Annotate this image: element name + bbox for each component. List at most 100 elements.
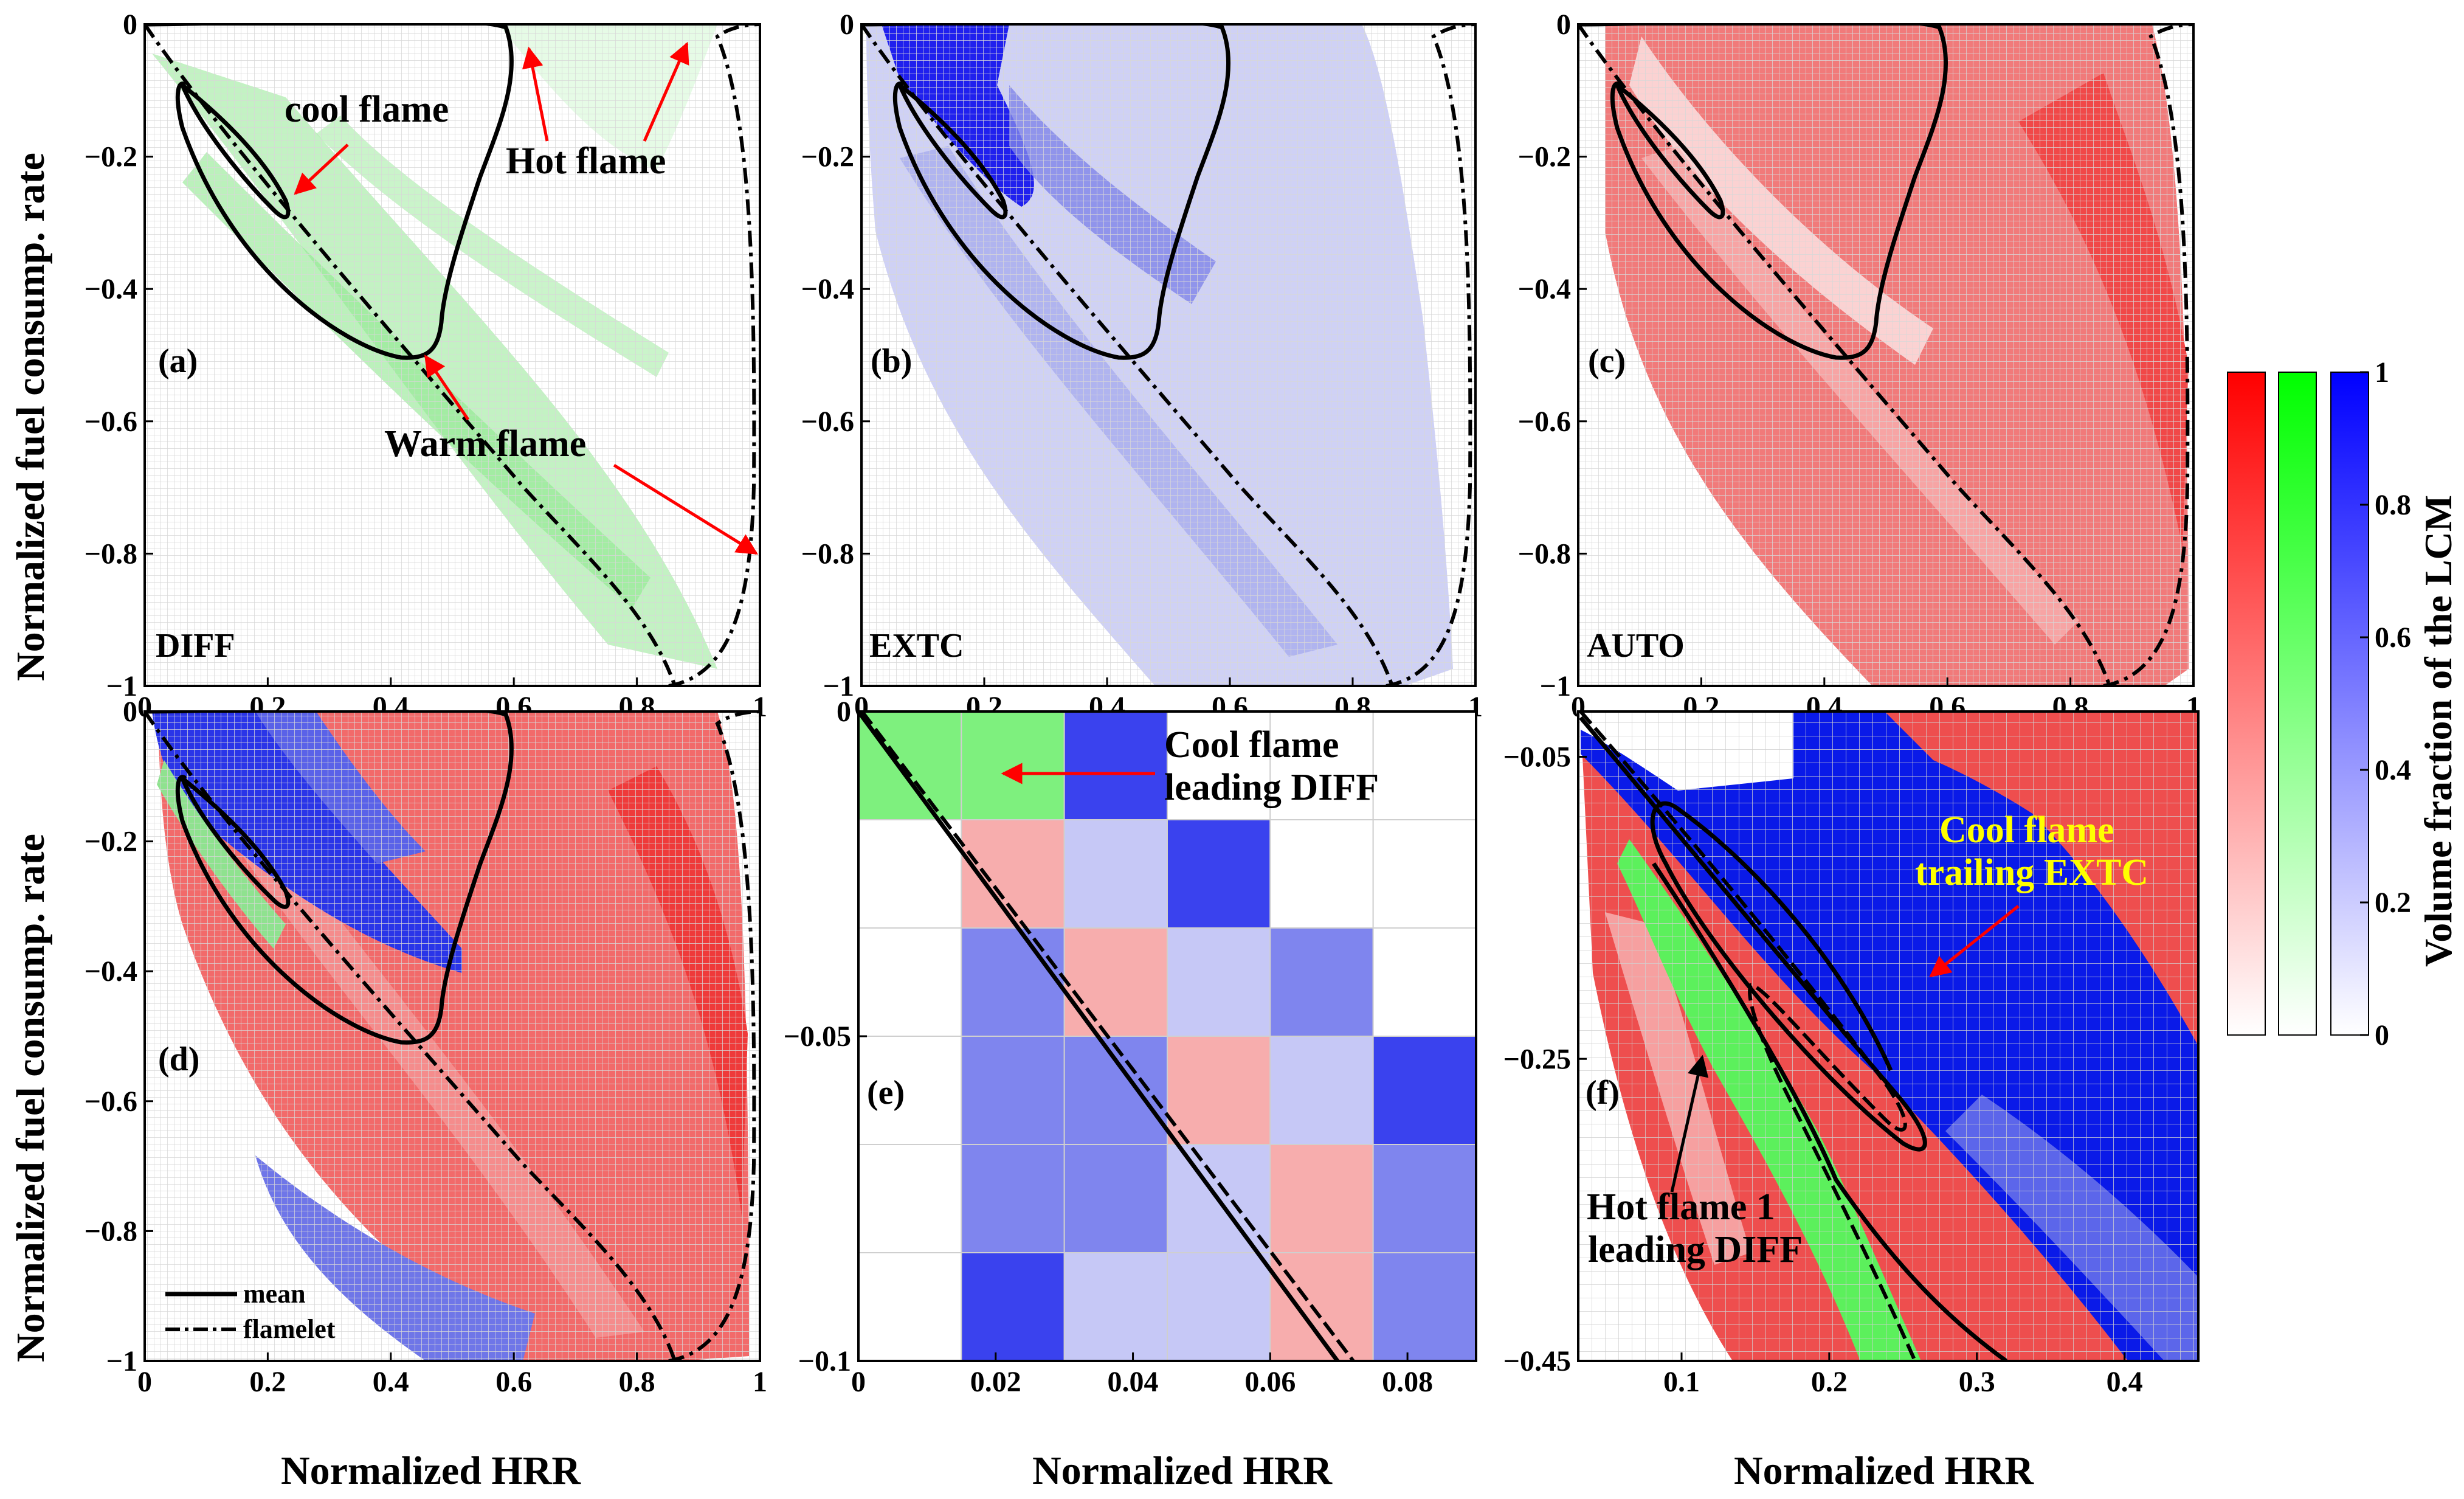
ytick-label-f-1: −0.25: [1503, 1043, 1571, 1075]
xtick-label-e-0: 0: [851, 1366, 866, 1398]
cell-e-0-5: [1372, 711, 1477, 820]
cell-e-5-2: [1063, 1252, 1168, 1362]
colorbar-red: [2227, 372, 2266, 1036]
anno-leading-diff-f: leading DIFF: [1588, 1229, 1803, 1270]
cb-tick-label-1: 0.2: [2375, 887, 2411, 919]
arrow-cool: [294, 144, 349, 195]
anno-warm-flame: Warm flame: [384, 423, 586, 465]
panel-label-e: (e): [867, 1074, 905, 1112]
ytick-label-d-5: −1: [106, 1345, 137, 1377]
anno-trailing-extc-f: trailing EXTC: [1915, 852, 2148, 893]
xtick-label-e-2: 0.04: [1108, 1366, 1159, 1398]
ytick-label-d-2: −0.4: [85, 955, 137, 988]
arrow-hot-1: [522, 46, 549, 142]
cell-e-5-4: [1269, 1252, 1374, 1362]
cell-e-1-5: [1372, 819, 1477, 929]
mode-label-c: AUTO: [1587, 627, 1685, 665]
colorbar: 0 0.2 0.4 0.6 0.8 1 Volume fraction of the LC…: [2227, 356, 2460, 1051]
arrow-warm-1: [424, 355, 470, 421]
arrow-f-red: [1929, 905, 2020, 978]
xtick-label-f-2: 0.3: [1959, 1366, 1995, 1398]
panel-f: 0.1 0.2 0.3 0.4 −0.05 −0.25 −0.45 (f) Cool fla…: [1503, 710, 2200, 1398]
cb-tick-label-5: 1: [2375, 356, 2389, 389]
xtick-label-d-0: 0: [137, 1366, 152, 1398]
ytick-label-d-4: −0.8: [85, 1215, 137, 1247]
cell-e-1-2: [1063, 819, 1168, 929]
cell-e-5-3: [1167, 1252, 1271, 1362]
cell-e-3-1: [961, 1036, 1065, 1145]
anno-hot-flame1-f: Hot flame 1: [1587, 1186, 1775, 1228]
ytick-label-c-5: −1: [1540, 670, 1571, 702]
xtick-label-e-4: 0.08: [1382, 1366, 1433, 1398]
panel-label-d: (d): [158, 1040, 199, 1078]
cell-e-2-5: [1372, 927, 1477, 1037]
ylabel-bottom: Normalized fuel consump. rate: [9, 834, 53, 1362]
cell-e-4-1: [961, 1144, 1065, 1253]
cell-e-3-4: [1269, 1036, 1374, 1145]
xtick-label-d-3: 0.6: [495, 1366, 532, 1398]
anno-cool-flame: cool flame: [285, 89, 449, 130]
xlabel-f: Normalized HRR: [1734, 1449, 2034, 1493]
cell-e-1-0: [858, 819, 962, 929]
cells-e: [858, 711, 1477, 1362]
flamelet-line-e: [860, 710, 1355, 1362]
colorbar-blue: [2330, 372, 2369, 1036]
cell-e-0-2: [1063, 711, 1168, 820]
cb-tick-label-4: 0.8: [2375, 489, 2411, 521]
ytick-label-f-0: −0.05: [1503, 741, 1571, 774]
xtick-label-e-1: 0.02: [970, 1366, 1021, 1398]
ytick-label-e-1: −0.05: [784, 1020, 851, 1053]
panel-label-c: (c): [1588, 342, 1626, 380]
ytick-label-b-5: −1: [823, 670, 854, 702]
ytick-label-c-3: −0.6: [1518, 406, 1571, 438]
cell-e-2-2: [1063, 927, 1168, 1037]
arrow-hot-2: [643, 41, 689, 142]
xtick-label-d-5: 1: [753, 1366, 767, 1398]
ytick-label-a-4: −0.8: [85, 538, 137, 570]
anno-leading-diff-e: leading DIFF: [1164, 767, 1379, 808]
cb-tick-label-2: 0.4: [2375, 754, 2411, 786]
mean-contour-f: [1579, 716, 2008, 1361]
anno-cool-flame-f: Cool flame: [1939, 809, 2114, 851]
xlabel-e: Normalized HRR: [1032, 1449, 1333, 1493]
cell-e-0-1: [961, 711, 1065, 820]
ylabel-top: Normalized fuel consump. rate: [9, 153, 53, 681]
xtick-label-e-3: 0.06: [1244, 1366, 1296, 1398]
ytick-label-a-2: −0.4: [85, 273, 137, 305]
ytick-label-e-2: −0.1: [798, 1345, 851, 1377]
cell-e-2-4: [1269, 927, 1374, 1037]
arrow-warm-2: [613, 463, 758, 555]
panel-c: 0 0.2 0.4 0.6 0.8 10−0.2−0.4−0.6−0.8−1 (c) AU…: [1518, 9, 2201, 723]
mean-line-e: [857, 710, 1339, 1363]
cell-e-3-2: [1063, 1036, 1168, 1145]
panel-d: 0 0.2 0.4 0.6 0.8 1 0 −0.2 −0.4 −0.6 −0.8 −1 (d) me…: [85, 696, 767, 1398]
panel-label-a: (a): [158, 342, 198, 380]
cell-e-2-1: [961, 927, 1065, 1037]
cell-e-4-0: [858, 1144, 962, 1253]
ytick-label-c-4: −0.8: [1518, 538, 1571, 570]
flamelet-contour-f: [1579, 711, 1917, 1361]
ytick-label-b-0: 0: [840, 9, 854, 41]
mode-label-b: EXTC: [869, 627, 964, 665]
axes-frame: [143, 23, 761, 687]
xtick-label-f-1: 0.2: [1811, 1366, 1848, 1398]
colorbar-green: [2278, 372, 2317, 1036]
anno-hot-flame: Hot flame: [506, 140, 666, 182]
panel-e: 0 0.02 0.04 0.06 0.08 0 −0.05 −0.1 (e) Cool fla…: [784, 696, 1477, 1398]
ytick-label-a-0: 0: [123, 9, 137, 41]
legend-mean: mean: [243, 1279, 306, 1309]
cell-e-2-0: [858, 927, 962, 1037]
cell-e-4-2: [1063, 1144, 1168, 1253]
ytick-label-b-2: −0.4: [801, 273, 854, 305]
cell-e-5-0: [858, 1252, 962, 1362]
ytick-label-f-2: −0.45: [1503, 1345, 1571, 1377]
cell-e-0-3: [1167, 711, 1271, 820]
cell-e-0-0: [858, 711, 962, 820]
cell-e-3-0: [858, 1036, 962, 1145]
ytick-label-d-3: −0.6: [85, 1085, 137, 1118]
cell-e-4-4: [1269, 1144, 1374, 1253]
ytick-label-b-3: −0.6: [801, 406, 854, 438]
ytick-label-b-1: −0.2: [801, 141, 854, 173]
xtick-label-d-4: 0.8: [619, 1366, 655, 1398]
